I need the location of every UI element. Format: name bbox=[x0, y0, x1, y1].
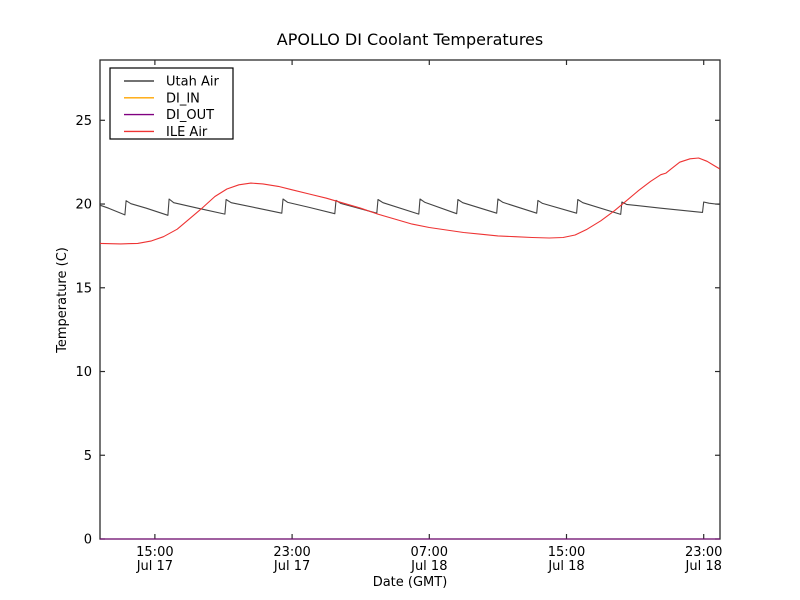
legend-box bbox=[109, 67, 234, 140]
chart-title: APOLLO DI Coolant Temperatures bbox=[277, 30, 543, 49]
y-tick-label: 25 bbox=[75, 114, 92, 129]
series-line-ile-air bbox=[99, 157, 720, 245]
legend-label-di-out: DI_OUT bbox=[166, 108, 214, 123]
x-tick-label-time: 23:00 bbox=[273, 545, 310, 560]
legend-label-utah-air: Utah Air bbox=[166, 75, 219, 90]
x-tick-label-date: Jul 17 bbox=[273, 559, 310, 574]
plot-frame bbox=[99, 59, 721, 540]
x-axis-label: Date (GMT) bbox=[373, 575, 448, 590]
series-line-utah-air bbox=[99, 198, 720, 216]
y-tick-label: 10 bbox=[75, 365, 92, 380]
x-tick-label-time: 15:00 bbox=[548, 545, 585, 560]
x-tick-label-date: Jul 18 bbox=[547, 559, 584, 574]
x-tick-label-time: 07:00 bbox=[411, 545, 448, 560]
y-axis-label: Temperature (C) bbox=[55, 247, 70, 354]
x-tick-label-time: 23:00 bbox=[685, 545, 722, 560]
x-tick-label-date: Jul 18 bbox=[410, 559, 447, 574]
y-tick-label: 15 bbox=[75, 281, 92, 296]
y-tick-label: 20 bbox=[75, 198, 92, 213]
x-tick-label-date: Jul 17 bbox=[136, 559, 173, 574]
x-tick-label-time: 15:00 bbox=[136, 545, 173, 560]
legend-label-ile-air: ILE Air bbox=[166, 125, 208, 140]
y-tick-label: 5 bbox=[84, 449, 92, 464]
x-tick-label-date: Jul 18 bbox=[685, 559, 722, 574]
legend-label-di-in: DI_IN bbox=[166, 91, 200, 106]
y-tick-label: 0 bbox=[84, 533, 92, 548]
